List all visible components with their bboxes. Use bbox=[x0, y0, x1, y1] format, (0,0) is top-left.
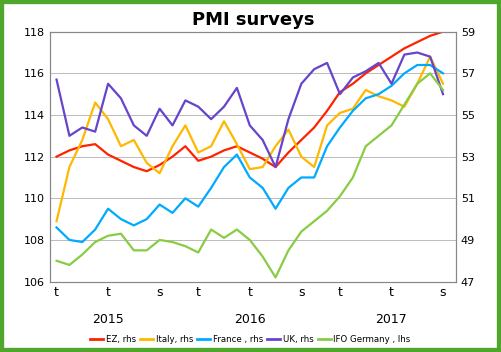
Legend: EZ, rhs, Italy, rhs, France , rhs, UK, rhs, IFO Germany , lhs: EZ, rhs, Italy, rhs, France , rhs, UK, r… bbox=[87, 332, 414, 348]
Text: 2017: 2017 bbox=[376, 313, 407, 326]
Title: PMI surveys: PMI surveys bbox=[192, 11, 314, 29]
Text: 2016: 2016 bbox=[234, 313, 266, 326]
Text: 2015: 2015 bbox=[92, 313, 124, 326]
